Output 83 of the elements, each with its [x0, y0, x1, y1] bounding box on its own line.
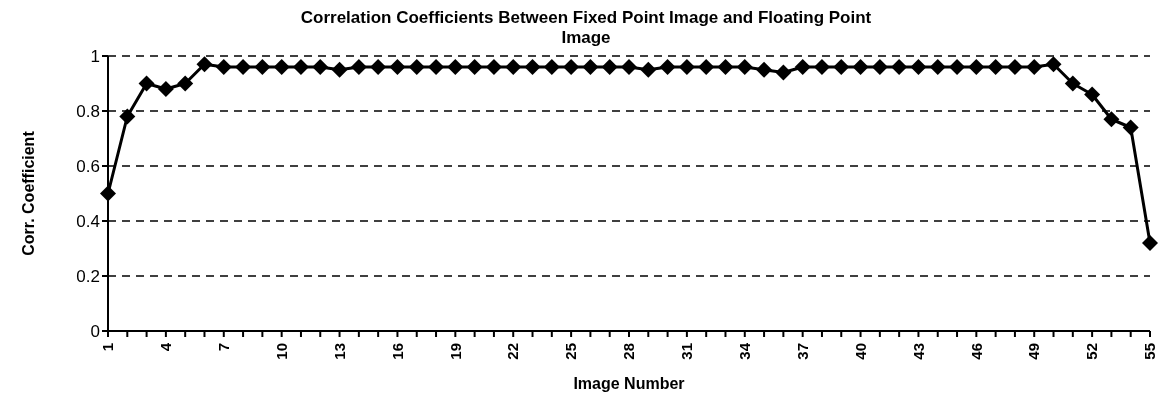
point: [524, 59, 541, 75]
point: [1006, 59, 1023, 75]
x-axis-title: Image Number: [573, 375, 685, 392]
x-tick-label: 13: [330, 343, 348, 360]
point: [736, 59, 753, 75]
point: [794, 59, 811, 75]
point: [852, 59, 869, 75]
x-tick-label: 49: [1025, 343, 1043, 360]
x-tick-label: 4: [157, 342, 175, 352]
x-tick-label: 16: [388, 343, 406, 360]
x-tick-label: 25: [562, 343, 580, 360]
x-tick-label: 52: [1083, 343, 1101, 360]
point: [756, 61, 773, 78]
x-tick-label: 55: [1141, 343, 1159, 360]
x-tick-label: 31: [678, 343, 696, 360]
x-tick-label: 1: [99, 343, 117, 352]
y-axis-title: Corr. Coefficient: [19, 130, 37, 256]
x-tick-label: 34: [736, 342, 754, 360]
point: [235, 59, 252, 75]
point: [621, 59, 637, 75]
point: [582, 59, 599, 75]
x-tick-label: 22: [504, 343, 522, 360]
point: [1122, 119, 1139, 136]
y-tick-label: 0.4: [76, 212, 100, 232]
x-tick-label: 10: [272, 343, 290, 360]
y-tick-label: 1: [90, 47, 100, 67]
point: [428, 59, 445, 75]
point: [485, 59, 502, 75]
point: [1064, 75, 1081, 92]
y-tick-label: 0.6: [76, 157, 100, 177]
point: [1045, 56, 1062, 73]
point: [910, 59, 927, 75]
point: [987, 59, 1004, 75]
x-tick-label: 37: [793, 343, 811, 360]
x-tick-label: 7: [215, 343, 233, 352]
point: [1026, 59, 1043, 75]
point: [640, 61, 657, 78]
x-tick-label: 40: [851, 343, 869, 360]
point: [775, 64, 792, 81]
y-tick-label: 0.2: [76, 267, 100, 287]
point: [543, 59, 560, 75]
point: [678, 59, 695, 75]
point: [370, 59, 387, 75]
point: [312, 59, 329, 75]
y-tick-label: 0: [90, 322, 100, 342]
point: [331, 61, 348, 78]
point: [871, 59, 888, 75]
x-tick-label: 43: [909, 343, 927, 360]
point: [833, 59, 850, 75]
x-tick-label: 46: [967, 343, 985, 360]
point: [119, 108, 136, 125]
point: [929, 59, 946, 75]
point: [813, 59, 830, 75]
x-tick-label: 28: [620, 343, 638, 360]
point: [1142, 235, 1158, 251]
point: [196, 56, 213, 73]
point: [891, 59, 908, 75]
point: [717, 59, 734, 75]
point: [698, 59, 715, 75]
point: [1103, 111, 1120, 128]
point: [949, 59, 966, 75]
point: [1084, 86, 1101, 103]
chart-title: Correlation Coefficients Between Fixed Point Image and Floating Point Image: [299, 8, 873, 48]
point: [215, 59, 232, 75]
point: [563, 59, 580, 75]
point: [408, 59, 425, 75]
y-tick-label: 0.8: [76, 102, 100, 122]
point: [968, 59, 985, 75]
point: [292, 59, 309, 75]
point: [100, 185, 116, 202]
point: [254, 59, 271, 75]
point: [601, 59, 618, 75]
point: [389, 59, 406, 75]
point: [505, 59, 522, 75]
point: [466, 59, 483, 75]
point: [177, 75, 194, 92]
point: [659, 59, 676, 75]
point: [447, 59, 464, 75]
x-tick-label: 19: [446, 343, 464, 360]
point: [138, 75, 155, 92]
point: [350, 59, 367, 75]
point: [273, 59, 290, 75]
point: [157, 81, 174, 97]
